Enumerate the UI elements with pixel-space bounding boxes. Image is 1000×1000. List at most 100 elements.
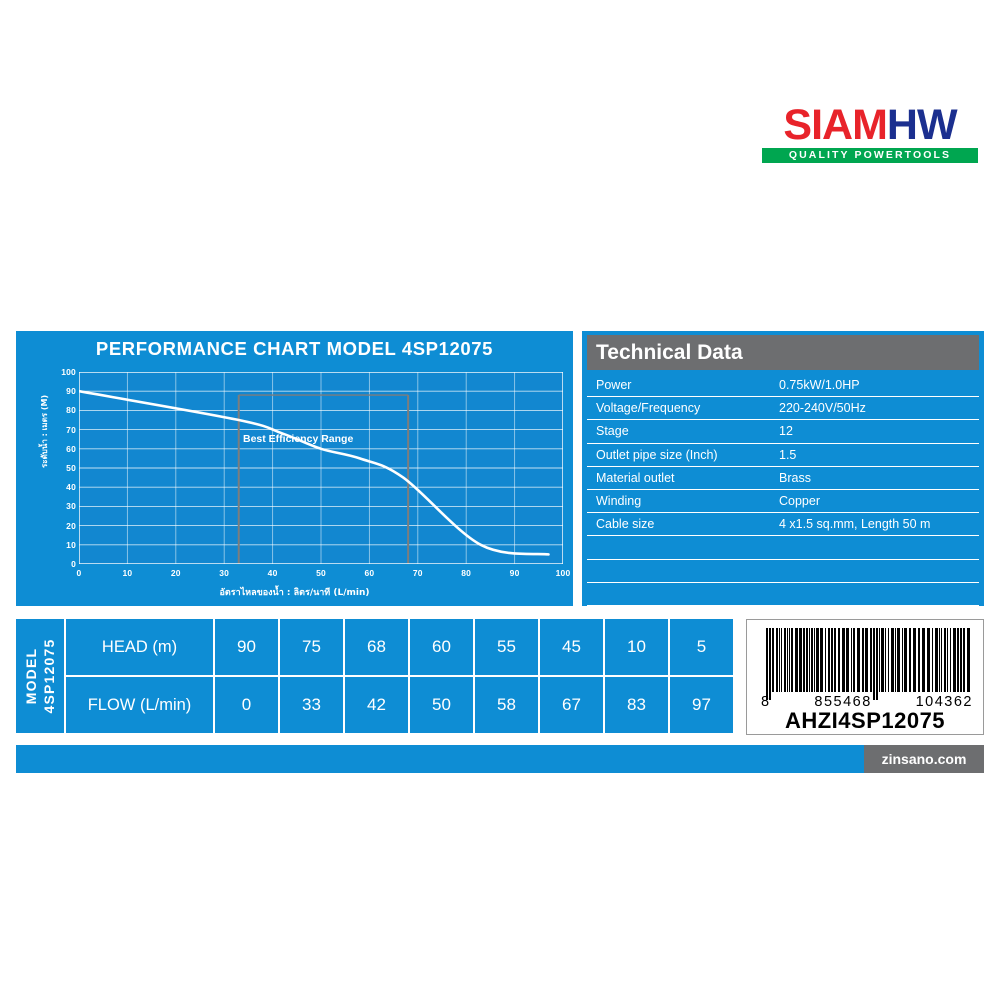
barcode-bar xyxy=(873,628,875,700)
barcode-bar xyxy=(784,628,786,692)
technical-data-value: 1.5 xyxy=(779,447,797,462)
table-row: FLOW (L/min) 0 33 42 50 58 67 83 97 xyxy=(66,677,733,733)
brand-logo-siam: SIAM xyxy=(783,101,887,149)
barcode-bar xyxy=(902,628,903,692)
perf-cell: 10 xyxy=(605,619,670,675)
barcode-bar xyxy=(876,628,878,700)
technical-data-key: Material outlet xyxy=(596,470,675,485)
barcode-bar xyxy=(913,628,916,692)
barcode-bar xyxy=(816,628,819,692)
perf-cell: 75 xyxy=(280,619,345,675)
technical-data-rows: Power 0.75kW/1.0HP Voltage/Frequency 220-24… xyxy=(587,374,979,606)
chart-x-tick-90: 90 xyxy=(509,568,520,578)
barcode-bar xyxy=(895,628,896,692)
barcode-digit-group1: 855468 xyxy=(814,694,872,710)
technical-data-row: Material outlet Brass xyxy=(587,466,979,490)
chart-y-tick-10: 10 xyxy=(66,539,76,550)
technical-data-row-empty xyxy=(587,582,979,606)
perf-cell: 58 xyxy=(475,677,540,733)
table-row: HEAD (m) 90 75 68 60 55 45 10 5 xyxy=(66,619,733,677)
barcode-bar xyxy=(791,628,793,692)
perf-row-header: HEAD (m) xyxy=(66,619,215,675)
perf-cell: 33 xyxy=(280,677,345,733)
best-efficiency-band xyxy=(237,394,410,564)
model-label-text: MODEL 4SP12075 xyxy=(22,639,58,714)
performance-data-table: MODEL 4SP12075 HEAD (m) 90 75 68 60 55 45 10 5 FL… xyxy=(16,619,733,733)
perf-cell: 83 xyxy=(605,677,670,733)
chart-svg xyxy=(79,372,563,564)
technical-data-value: Brass xyxy=(779,470,811,485)
barcode-bar xyxy=(799,628,802,692)
perf-cell: 42 xyxy=(345,677,410,733)
chart-y-tick-30: 30 xyxy=(66,501,76,512)
barcode-digit-left: 8 xyxy=(761,694,771,710)
perf-cell: 0 xyxy=(215,677,280,733)
chart-x-tick-0: 0 xyxy=(76,568,82,578)
perf-cell: 5 xyxy=(696,637,707,656)
barcode-bar xyxy=(904,628,907,692)
chart-x-tick-70: 70 xyxy=(412,568,423,578)
chart-x-tick-50: 50 xyxy=(316,568,326,578)
barcode-bar xyxy=(787,628,788,692)
barcode-bar xyxy=(918,628,920,692)
barcode-box: 8 855468 104362 AHZI4SP12075 xyxy=(746,619,984,735)
barcode-digits: 8 855468 104362 xyxy=(761,694,973,710)
barcode-sku: AHZI4SP12075 xyxy=(784,708,946,733)
technical-data-header: Technical Data xyxy=(587,335,979,370)
chart-x-tick-80: 80 xyxy=(461,568,472,578)
perf-cell: 97 xyxy=(692,695,711,714)
footer-bar: zinsano.com xyxy=(16,745,984,773)
perf-row-header: FLOW (L/min) xyxy=(66,677,215,733)
barcode-bar xyxy=(776,628,778,692)
barcode-bar xyxy=(939,628,940,692)
barcode-bar xyxy=(842,628,845,692)
barcode-bar xyxy=(885,628,886,692)
technical-data-key: Voltage/Frequency xyxy=(596,401,701,416)
barcode-bar xyxy=(779,628,780,692)
barcode-bar xyxy=(831,628,833,692)
technical-data-value: Copper xyxy=(779,494,820,509)
chart-x-tick-10: 10 xyxy=(122,568,133,578)
technical-data-panel: Technical Data Power 0.75kW/1.0HP Voltage/… xyxy=(582,331,984,606)
technical-data-row: Power 0.75kW/1.0HP xyxy=(587,374,979,398)
chart-curve-series-0 xyxy=(79,389,550,556)
barcode-bar xyxy=(803,628,805,692)
technical-data-value: 220-240V/50Hz xyxy=(779,401,866,416)
technical-data-value: 12 xyxy=(779,424,793,439)
chart-y-tick-20: 20 xyxy=(66,520,76,531)
model-value: 4SP12075 xyxy=(41,638,57,714)
barcode-bar xyxy=(897,628,900,692)
technical-data-key: Winding xyxy=(596,494,642,509)
barcode-bar xyxy=(769,628,771,700)
perf-cell: 55 xyxy=(475,619,540,675)
barcode-bar xyxy=(950,628,951,692)
technical-data-key: Stage xyxy=(596,424,629,439)
barcode-bar xyxy=(888,628,889,692)
perf-cell: 45 xyxy=(540,619,605,675)
best-efficiency-range-label: Best Efficiency Range xyxy=(243,433,354,445)
barcode-bar xyxy=(838,628,840,692)
barcode-bar xyxy=(953,628,956,692)
chart-x-tick-60: 60 xyxy=(364,568,375,578)
brand-logo-wordmark: SIAMHW xyxy=(762,103,978,147)
barcode-bar xyxy=(960,628,962,692)
barcode-bar xyxy=(870,628,872,692)
barcode-bar xyxy=(891,628,894,692)
chart-y-tick-0: 0 xyxy=(71,559,76,569)
technical-data-value: 4 x1.5 sq.mm, Length 50 m xyxy=(779,517,931,532)
chart-plot-area: 0 10 20 30 40 50 60 70 80 90 100 0 10 20 30 40 50 60 70 80… xyxy=(61,367,570,578)
model-label-cell: MODEL 4SP12075 xyxy=(16,619,66,733)
barcode-bar xyxy=(963,628,965,692)
performance-grid: HEAD (m) 90 75 68 60 55 45 10 5 FLOW (L/min) 0 33 42… xyxy=(66,619,733,733)
barcode-bar xyxy=(879,628,880,692)
barcode-bar xyxy=(846,628,849,692)
chart-x-tick-30: 30 xyxy=(219,568,230,578)
barcode-bar xyxy=(811,628,813,692)
barcode-bar xyxy=(947,628,948,692)
perf-cell: 67 xyxy=(540,677,605,733)
technical-data-row-empty xyxy=(587,536,979,560)
brand-logo-hw: HW xyxy=(886,101,958,149)
technical-data-key: Power xyxy=(596,378,632,393)
barcode-bar xyxy=(814,628,815,692)
technical-data-row: Voltage/Frequency 220-240V/50Hz xyxy=(587,397,979,421)
